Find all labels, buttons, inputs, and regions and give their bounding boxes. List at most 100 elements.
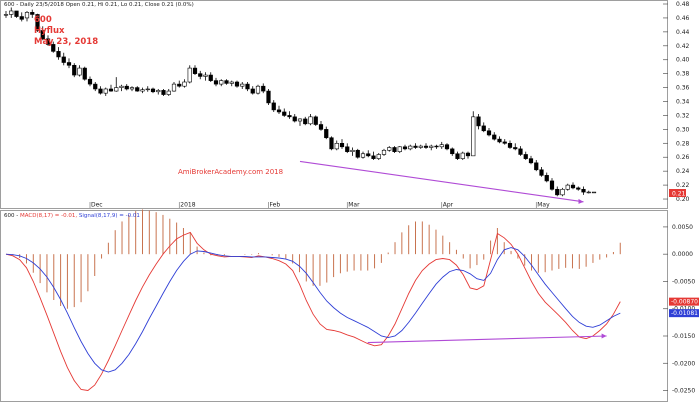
candle-body [444,144,450,150]
candle-body [334,143,339,150]
candle-body [387,147,392,151]
macd-tick-label: 0.0050 [672,224,693,231]
candle [187,65,192,84]
candle-body [24,12,30,19]
candle-body [481,125,486,132]
candle-body [114,87,119,92]
candle-body [129,87,135,90]
macd-tick-label: -0.0050 [672,278,695,285]
candle [82,66,87,81]
price-tick-label: 0.36 [676,85,690,92]
candle [19,12,24,22]
candle [413,143,418,149]
candle [534,160,539,172]
candle [581,186,586,195]
candle-body [413,145,418,148]
candle [156,88,161,95]
price-tick-label: 0.30 [676,126,690,133]
candle-body [66,62,72,66]
candle-body [570,184,576,189]
candle-body [19,16,24,20]
candle [434,144,439,149]
candle-body [507,143,513,148]
candle [224,79,229,85]
price-axis: 0.48 0.46 0.44 0.42 0.40 0.38 0.36 0.34 0.32 0.30… [663,1,690,203]
candle [103,87,108,96]
candle [198,70,203,80]
candle [93,82,98,92]
candle [371,151,376,161]
candle [439,141,444,149]
candle-body [177,83,182,87]
candle-body [171,83,177,92]
candle-body [591,191,597,194]
candle-body [581,188,586,193]
candle [203,72,208,81]
candle-body [119,85,124,88]
candle [387,146,392,152]
price-tick-label: 0.44 [676,29,690,36]
candle [460,151,465,161]
candle [544,172,549,183]
candle-body [460,152,465,159]
candle-body [429,145,434,148]
candle [213,77,219,87]
candle [234,80,240,88]
candle-body [93,83,98,90]
candle-body [140,89,145,92]
candle [591,191,597,194]
candle [35,13,40,32]
macd-trendline-arrow [601,333,607,339]
candle-body [471,116,476,157]
candle-body [371,155,376,159]
candle [135,86,140,92]
candle [150,87,156,94]
macd-value-box [669,297,699,306]
macd-value-label: -0.01081 [671,310,698,317]
candle-body [502,141,507,144]
candle [240,82,245,89]
candle-body [324,129,329,139]
candle-body [135,87,140,92]
candle [497,136,502,144]
candle-body [255,85,261,94]
candle-body [492,134,497,140]
candle-body [77,67,82,76]
candle [429,144,434,151]
candle [61,52,66,66]
candle-body [355,149,360,158]
candle-body [345,146,350,152]
macd-tick-label: 0.0000 [672,251,693,258]
candle-body [219,80,224,85]
candle-body [282,111,287,116]
month-label: Mar [348,202,360,209]
macd-trendline [367,333,607,344]
candle [381,148,387,156]
macd-value-box [669,309,699,318]
candle [171,82,177,92]
candle-body [497,138,502,143]
candle [345,143,350,154]
candle [297,118,303,126]
macd-header: 600 - MACD(8,17) = -0.01, Signal(8,17,9)… [4,213,140,219]
candle-body [376,154,381,159]
candle-body [266,90,271,104]
candle-body [439,144,444,148]
last-price-box [669,189,686,197]
candle-body [339,143,345,148]
candle-body [297,118,303,122]
candle-body [523,154,528,159]
candle [555,186,560,197]
price-tick-label: 0.48 [676,1,690,8]
candle [455,151,460,161]
candle-body [544,175,549,182]
candle [250,86,255,95]
macd-header-macd: MACD(8,17) = -0.01, [20,213,77,219]
macd-header-signal: Signal(8,17,9) = -0.01 [77,213,140,219]
candle-body [418,145,423,148]
candle [119,84,124,92]
candle [192,65,198,76]
candle [66,58,72,69]
watermark: AmiBrokerAcademy.com 2018 [178,168,283,176]
candle-body [450,148,455,155]
